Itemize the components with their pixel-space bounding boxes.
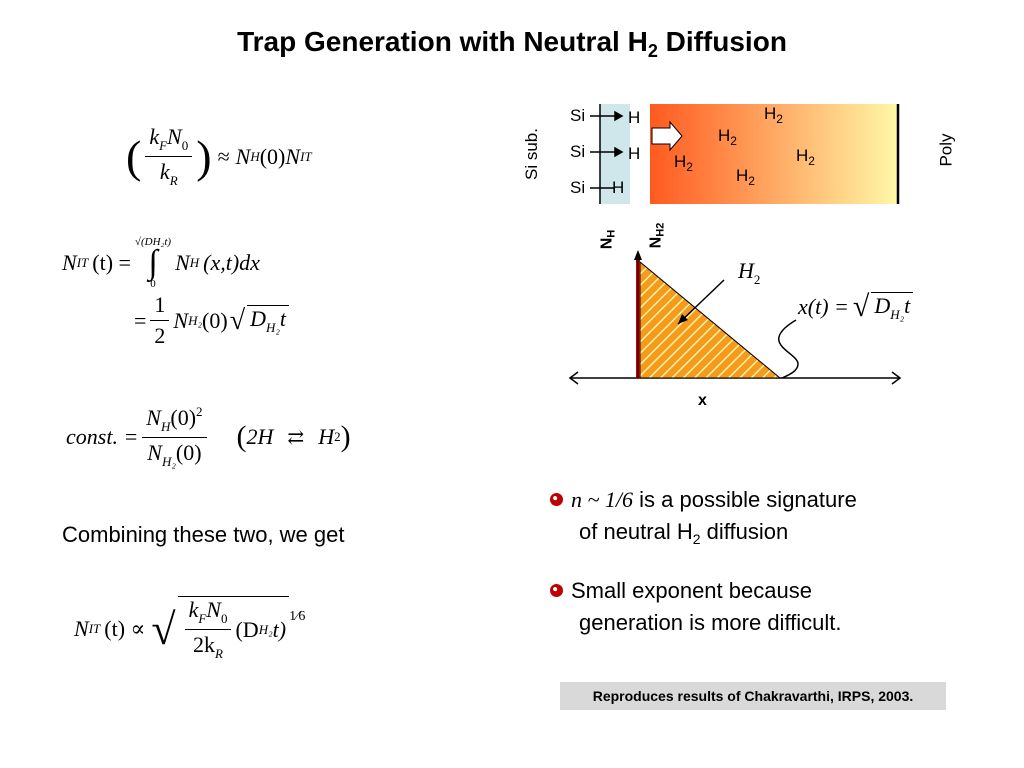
- h-label-1: H: [628, 108, 641, 127]
- diffusion-region: [650, 104, 898, 204]
- nh-axis-label: NH: [598, 229, 618, 250]
- constant-fraction: NH(0)2 NH₂(0): [142, 404, 207, 470]
- title-rest: Diffusion: [657, 26, 787, 57]
- si-label-2: Si: [570, 142, 586, 161]
- arg-zero: (0): [259, 143, 286, 169]
- equation-result: N IT (t) ∝ √ kFN0 2kR (D H₂ t) 1⁄6: [74, 596, 306, 662]
- si-sub-label: Si sub.: [521, 128, 541, 180]
- right-paren: ): [196, 130, 212, 182]
- si-label-3: Si: [570, 178, 586, 197]
- reaction-arrow: ⇄: [287, 426, 305, 449]
- sqrt-sign: √: [229, 304, 246, 336]
- combining-text: Combining these two, we get: [62, 522, 345, 547]
- front-pointer: [778, 319, 799, 379]
- reaction-right-paren: ): [340, 420, 351, 453]
- rate-fraction: kFN0 kR: [145, 124, 193, 189]
- reference-note: Reproduces results of Chakravarthi, IRPS…: [560, 682, 946, 710]
- concentration-plot: [568, 250, 902, 385]
- si-label-1: Si: [570, 106, 586, 125]
- bullet-list: n ~ 1/6 is a possible signature of neutr…: [550, 484, 970, 639]
- bullet-icon: [550, 584, 563, 597]
- sqrt-body: DH₂t: [247, 305, 289, 336]
- diffusion-arrow-icon: [651, 120, 683, 152]
- h2-label-1: H2: [764, 104, 783, 126]
- integral-upper: √(DH₂t): [134, 236, 172, 248]
- bullet-item-2: Small exponent because generation is mor…: [550, 575, 970, 639]
- device-diagram: [590, 104, 900, 204]
- integral-sign: ∫: [148, 244, 158, 281]
- h2-label-4: H2: [674, 152, 693, 174]
- h2-label-5: H2: [736, 166, 755, 188]
- sqrt-body-result: kFN0 2kR (D H₂ t): [177, 596, 290, 662]
- exponent-sixth: 1⁄6: [289, 609, 306, 624]
- x-axis-label: x: [698, 392, 707, 409]
- poly-label: Poly: [936, 133, 956, 167]
- reaction-left-paren: (: [236, 420, 247, 453]
- bullet-icon: [550, 493, 563, 506]
- h2-pointer: [677, 279, 725, 325]
- diffusion-front-equation: x(t) = √ DH₂t: [798, 290, 914, 324]
- left-paren: (: [126, 130, 142, 182]
- title-main: Trap Generation with Neutral H: [237, 26, 648, 57]
- bullet-item-1: n ~ 1/6 is a possible signature of neutr…: [550, 484, 970, 555]
- approx-sign: ≈: [217, 143, 230, 169]
- h2-label-3: H2: [796, 146, 815, 168]
- h2-label-2: H2: [718, 126, 737, 148]
- sqrt-sign-result: √: [151, 604, 176, 654]
- h-label-2: H: [628, 144, 641, 163]
- integral-lower: 0: [150, 278, 156, 290]
- h2-curve-label: H2: [738, 258, 761, 287]
- h-label-3: H: [612, 178, 625, 197]
- title-sub: 2: [647, 41, 658, 61]
- page-title: Trap Generation with Neutral H2 Diffusio…: [0, 26, 1024, 62]
- nh2-axis-label: NH2: [647, 222, 667, 249]
